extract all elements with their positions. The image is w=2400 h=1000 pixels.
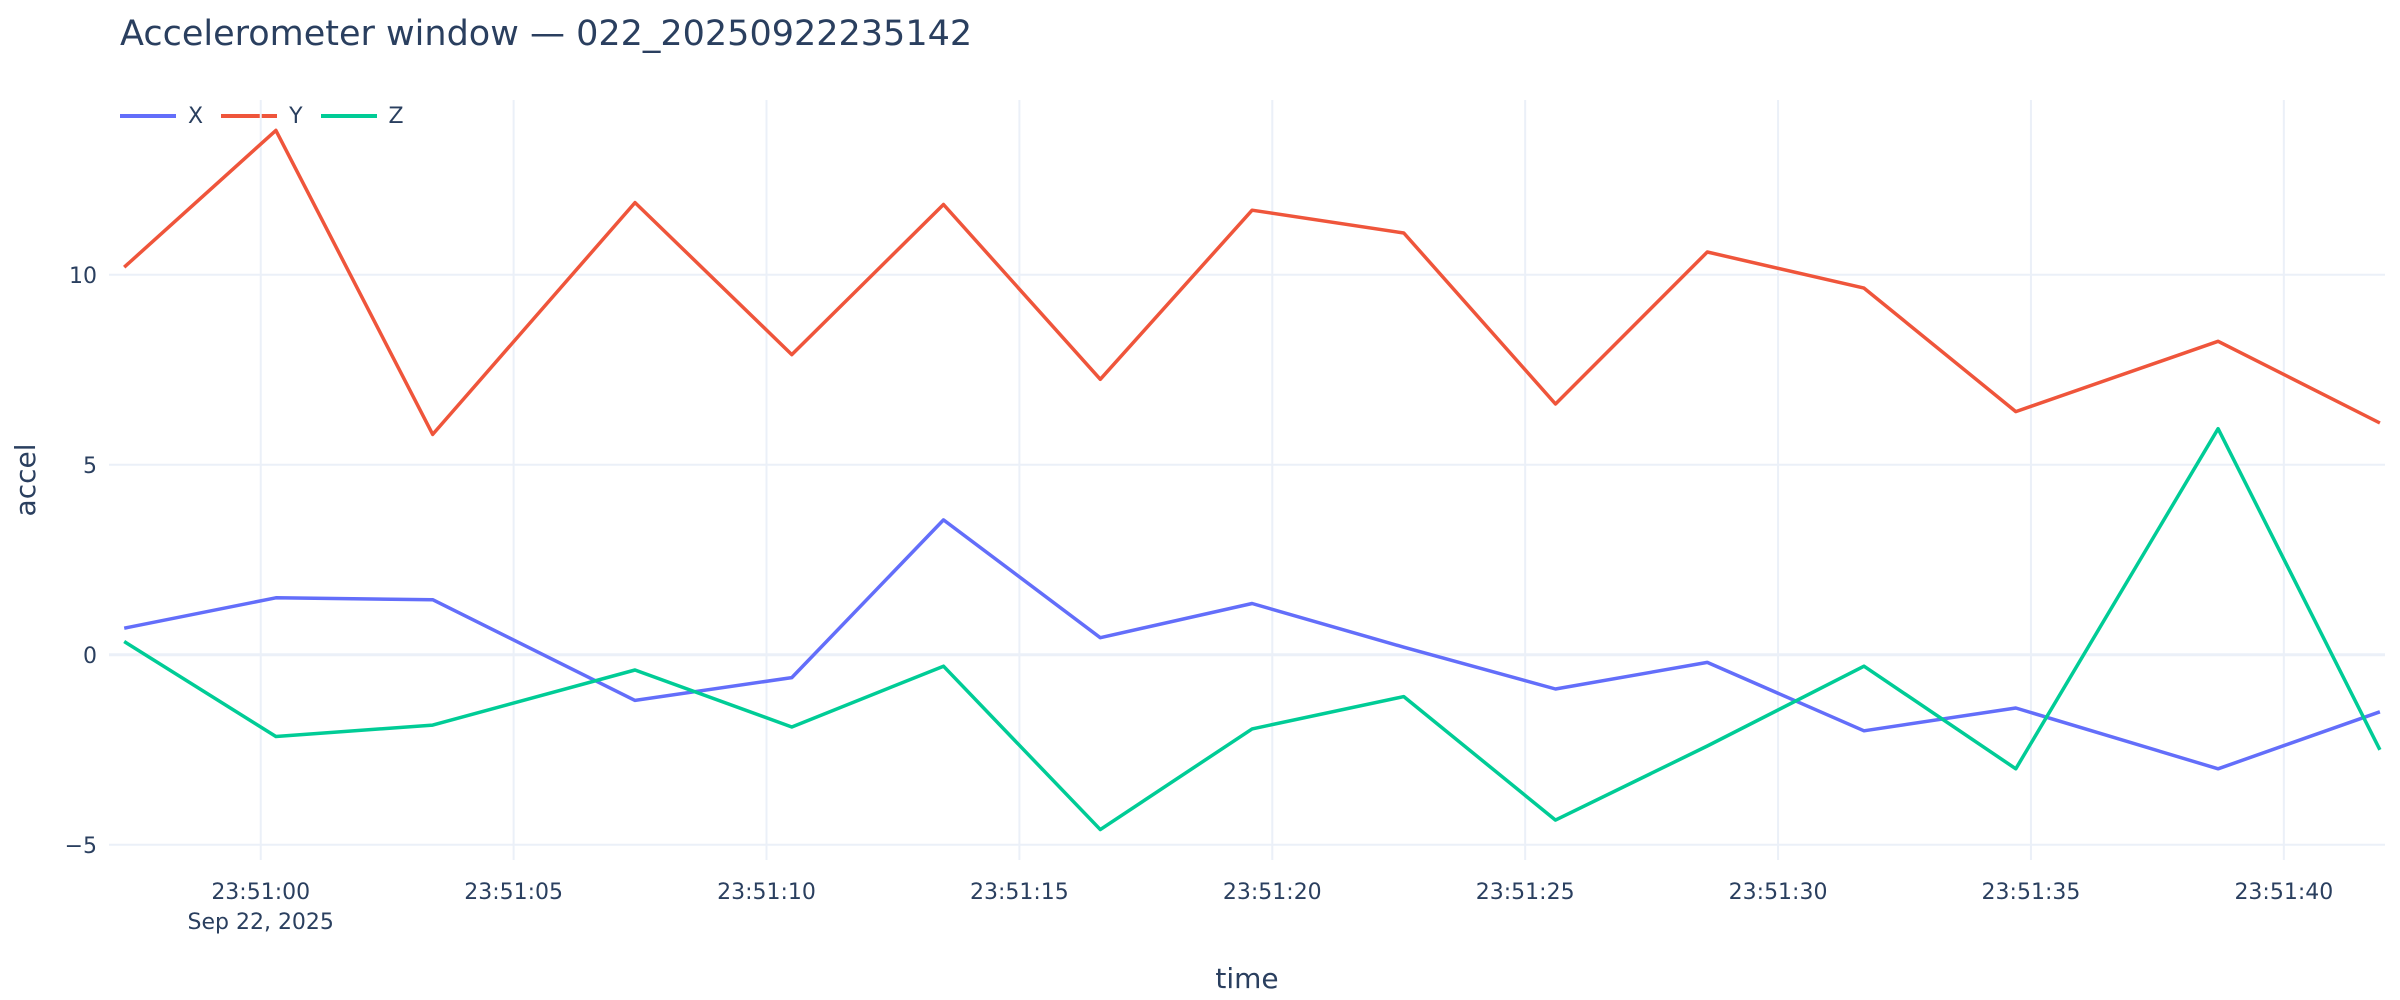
x-tick-label: 23:51:30 [1729, 880, 1828, 905]
legend-item-x[interactable]: X [120, 104, 203, 129]
x-tick-label: 23:51:25 [1476, 880, 1575, 905]
y-gridlines [109, 273, 2385, 846]
x-gridlines [259, 100, 2285, 860]
legend-label: Z [388, 103, 404, 129]
x-axis-title: time [1215, 962, 1278, 995]
legend: X Y Z [120, 96, 422, 136]
x-date-label: Sep 22, 2025 [188, 910, 334, 935]
legend-item-z[interactable]: Z [320, 103, 404, 129]
x-tick-label: 23:51:10 [717, 880, 816, 905]
chart-title: Accelerometer window — 022_2025092223514… [120, 14, 973, 54]
legend-label: X [188, 103, 204, 129]
x-tick-label: 23:51:35 [1982, 880, 2081, 905]
legend-swatch [221, 114, 278, 118]
legend-label: Y [289, 103, 303, 129]
x-tick-labels: 23:51:00 23:51:05 23:51:10 23:51:15 23:51:20… [211, 880, 2333, 905]
y-tick-labels: −5 0 5 10 [65, 264, 97, 859]
y-tick-label: 0 [83, 644, 97, 669]
legend-swatch [120, 114, 176, 118]
legend-item-y[interactable]: Y [221, 103, 303, 129]
y-tick-label: 5 [83, 454, 97, 479]
y-tick-label: 10 [69, 264, 97, 289]
x-tick-label: 23:51:00 [211, 880, 310, 905]
x-tick-label: 23:51:20 [1223, 880, 1322, 905]
x-tick-label: 23:51:40 [2234, 880, 2333, 905]
series-line-y [123, 128, 2381, 437]
y-tick-label: −5 [65, 834, 97, 859]
series-line-x [123, 518, 2381, 771]
x-tick-label: 23:51:15 [970, 880, 1069, 905]
legend-swatch [320, 114, 377, 118]
y-axis-title: accel [9, 444, 42, 517]
series-line-z [123, 426, 2382, 832]
x-tick-label: 23:51:05 [464, 880, 563, 905]
series-layer [123, 128, 2382, 832]
